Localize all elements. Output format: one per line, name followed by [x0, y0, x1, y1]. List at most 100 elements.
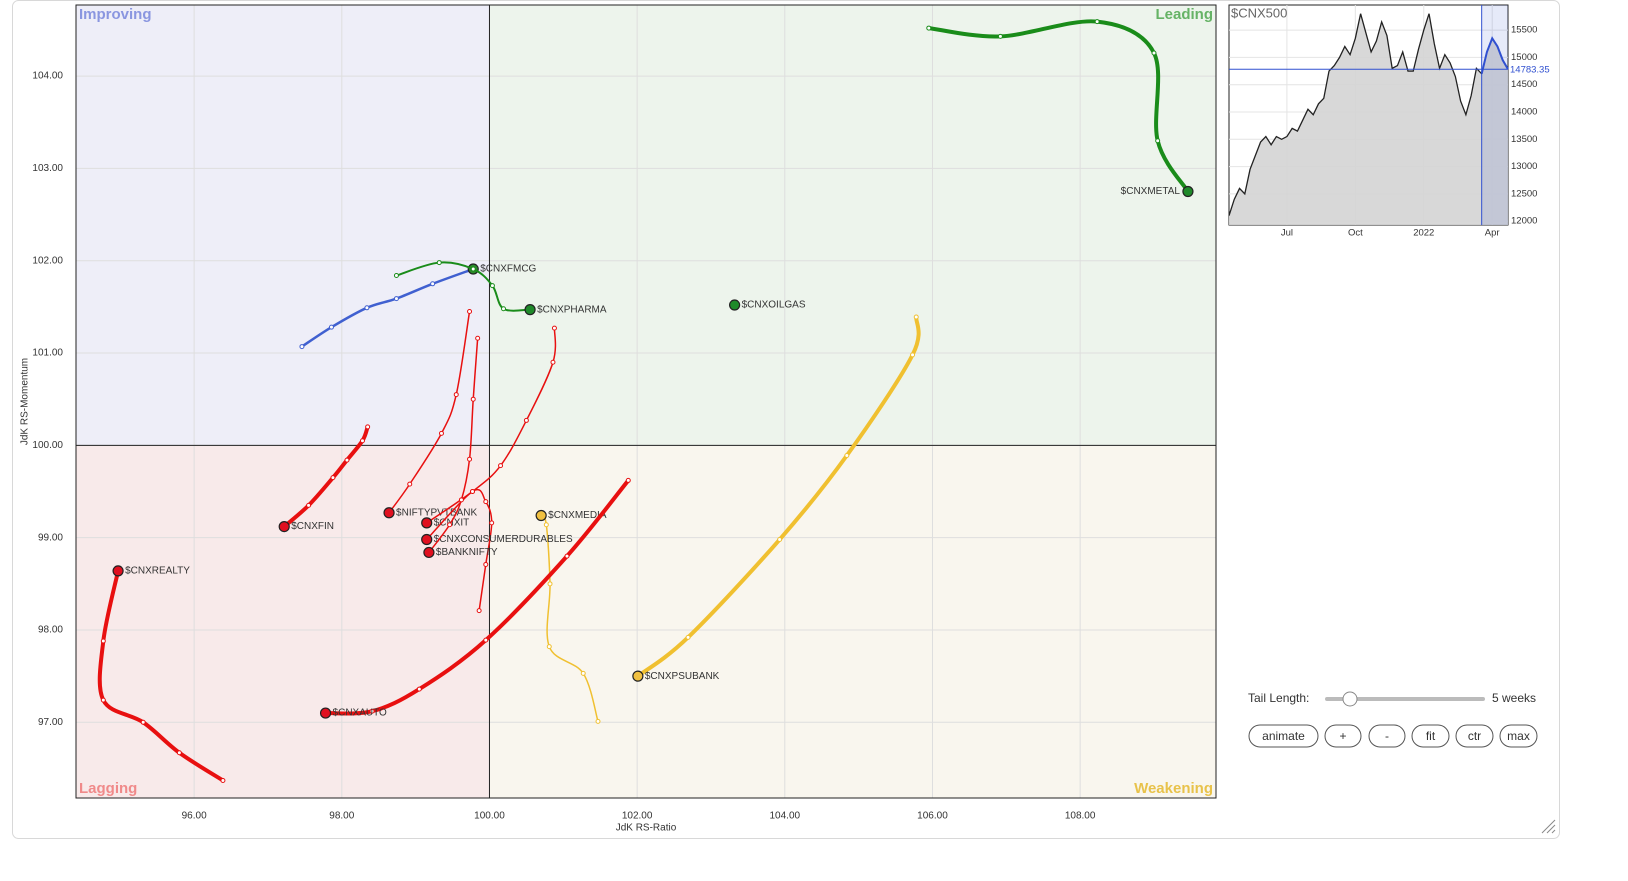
- head-point[interactable]: [524, 304, 536, 316]
- x-axis-label: JdK RS-Ratio: [616, 823, 677, 834]
- head-point[interactable]: [319, 707, 332, 719]
- quadrant-label: Improving: [79, 6, 152, 23]
- x-tick-label: 108.00: [1065, 811, 1096, 822]
- tail-point: [550, 359, 556, 365]
- tail-length-label: Tail Length:: [1248, 691, 1309, 705]
- tail-point: [685, 634, 691, 640]
- tail-point: [365, 424, 371, 430]
- y-tick-label: 99.00: [38, 532, 63, 543]
- head-point[interactable]: [423, 546, 435, 559]
- head-point[interactable]: [421, 533, 433, 546]
- x-tick-label: Jul: [1281, 228, 1293, 239]
- tail-point: [483, 499, 489, 505]
- y-tick-label: 100.00: [32, 440, 63, 451]
- tail-point: [438, 430, 444, 436]
- head-point[interactable]: [383, 507, 395, 519]
- button-label[interactable]: ctr: [1468, 729, 1481, 743]
- tail-point: [453, 392, 459, 398]
- series-label: $CNXMEDIA: [548, 510, 607, 521]
- tail-length-value: 5 weeks: [1492, 691, 1536, 705]
- series-label: $CNXPHARMA: [537, 304, 607, 315]
- tail-line: [97, 568, 225, 783]
- tail-point: [467, 456, 473, 462]
- series-label: $CNXOILGAS: [742, 300, 806, 311]
- y-tick-label: 14000: [1511, 107, 1537, 118]
- tail-point: [523, 417, 529, 423]
- series-label: $CNXFMCG: [480, 264, 536, 275]
- quadrant: [489, 5, 1216, 446]
- head-point[interactable]: [421, 517, 433, 529]
- x-tick-label: 2022: [1413, 228, 1434, 239]
- y-tick-label: 13500: [1511, 134, 1537, 145]
- head-point[interactable]: [278, 520, 290, 533]
- series-label: $CNXPSUBANK: [645, 671, 720, 682]
- y-tick-label: 14500: [1511, 79, 1537, 90]
- tail-point: [447, 522, 453, 528]
- x-tick-label: 100.00: [474, 811, 505, 822]
- tail-point: [359, 438, 365, 444]
- button-label[interactable]: -: [1385, 729, 1389, 743]
- button-label[interactable]: fit: [1426, 729, 1436, 743]
- slider-thumb[interactable]: [1342, 691, 1358, 707]
- price-line-tail: [1480, 36, 1509, 75]
- button[interactable]: [1324, 724, 1362, 748]
- button[interactable]: [1499, 724, 1538, 748]
- resize-grip[interactable]: [1541, 819, 1556, 834]
- tail-point: [910, 352, 916, 358]
- head-point[interactable]: [1182, 185, 1194, 198]
- y-tick-label: 97.00: [38, 717, 63, 728]
- rrg-chart: Improving Leading Lagging Weakening 96.00 98.…: [20, 4, 1217, 834]
- price-line: [1228, 13, 1483, 216]
- y-tick-label: 12500: [1511, 188, 1537, 199]
- tail-point: [344, 457, 350, 463]
- button-label[interactable]: animate: [1262, 729, 1305, 743]
- chart-title: $CNX500: [1231, 5, 1287, 20]
- tail-line: [428, 337, 479, 554]
- tail-point: [475, 335, 481, 341]
- tail-point: [997, 33, 1003, 39]
- tail-point: [1094, 19, 1100, 25]
- head-point[interactable]: [112, 565, 124, 577]
- x-tick-label: 98.00: [329, 811, 354, 822]
- y-tick-label: 103.00: [32, 163, 63, 174]
- tail-point: [430, 281, 436, 287]
- head-point[interactable]: [632, 670, 644, 682]
- x-tick-label: Apr: [1485, 228, 1500, 239]
- tail-point: [489, 520, 495, 526]
- tail-point: [176, 750, 182, 756]
- quadrant: [76, 5, 490, 446]
- tail-point: [470, 266, 476, 272]
- tail-point: [501, 306, 506, 312]
- tail-point: [458, 497, 464, 503]
- head-point[interactable]: [729, 299, 741, 311]
- button-label[interactable]: max: [1507, 729, 1530, 743]
- controls: Tail Length: 5 weeks animate + - fit ctr max: [1248, 691, 1538, 748]
- button[interactable]: [1248, 724, 1319, 748]
- tail-point: [393, 296, 399, 302]
- x-tick-label: 102.00: [622, 811, 653, 822]
- tail-point: [330, 475, 336, 481]
- tail-point: [1151, 50, 1157, 56]
- tail-point: [595, 718, 601, 724]
- tail-point: [220, 777, 226, 783]
- tail-point: [564, 553, 570, 559]
- tail-line: [425, 488, 493, 612]
- x-tick-label: 96.00: [182, 811, 207, 822]
- head-point[interactable]: [535, 509, 547, 522]
- tail-point: [328, 324, 334, 330]
- y-tick-label: 15500: [1511, 25, 1537, 36]
- tail-point: [926, 25, 932, 31]
- tail-point: [546, 644, 552, 650]
- series-label: $CNXCONSUMERDURABLES: [434, 534, 573, 545]
- y-tick-label: 13000: [1511, 161, 1537, 172]
- button[interactable]: [1455, 724, 1494, 748]
- button-label[interactable]: +: [1339, 729, 1346, 743]
- button[interactable]: [1368, 724, 1406, 748]
- tail-point: [299, 344, 305, 350]
- y-tick-label: 104.00: [32, 71, 63, 82]
- tail-point: [364, 305, 370, 311]
- button[interactable]: [1411, 724, 1450, 748]
- y-tick-label: 12000: [1511, 216, 1537, 227]
- tail-point: [140, 719, 146, 725]
